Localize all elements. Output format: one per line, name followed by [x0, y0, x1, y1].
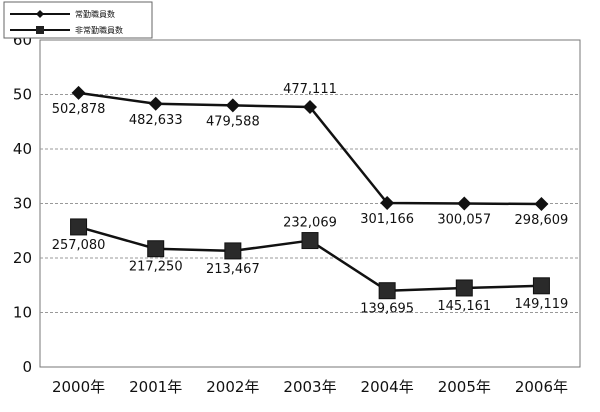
x-tick-label: 2001年 — [129, 378, 182, 396]
data-point — [70, 218, 88, 236]
data-point — [303, 100, 317, 115]
y-tick-label: 20 — [13, 249, 32, 267]
x-tick-label: 2003年 — [283, 378, 336, 396]
data-point — [380, 195, 395, 210]
x-axis-ticks: 2000年 2001年 2002年 2003年 2004年 2005年 2006年 — [52, 378, 568, 396]
data-point — [71, 85, 86, 100]
series-layer: 502,878 482,633 479,588 477,111 301,166 300,0… — [52, 82, 569, 317]
data-label: 139,695 — [360, 302, 414, 317]
data-label: 301,166 — [360, 212, 414, 227]
y-tick-label: 40 — [13, 140, 32, 158]
data-point — [147, 240, 165, 258]
legend-item-series-1: 常勤職員数 — [10, 9, 115, 19]
data-label: 300,057 — [437, 213, 491, 228]
legend-label-series-2: 非常勤職員数 — [75, 25, 123, 35]
data-label: 257,080 — [52, 238, 106, 253]
square-icon — [36, 26, 44, 34]
data-point — [534, 197, 549, 212]
data-point — [378, 282, 396, 300]
diamond-icon — [36, 10, 44, 18]
data-point — [455, 279, 473, 297]
x-tick-label: 2000年 — [52, 378, 105, 396]
x-tick-label: 2005年 — [438, 378, 491, 396]
y-tick-label: 0 — [22, 358, 32, 376]
data-label: 479,588 — [206, 114, 260, 129]
legend-label-series-1: 常勤職員数 — [75, 9, 115, 19]
legend-item-series-2: 非常勤職員数 — [10, 25, 123, 35]
x-tick-label: 2002年 — [206, 378, 259, 396]
x-tick-label: 2006年 — [515, 378, 568, 396]
series-2: 257,080 217,250 213,467 232,069 139,695 145,1… — [52, 216, 569, 317]
series-1: 502,878 482,633 479,588 477,111 301,166 300,0… — [52, 82, 569, 228]
data-label: 217,250 — [129, 260, 183, 275]
data-label: 213,467 — [206, 262, 260, 277]
data-label: 482,633 — [129, 113, 183, 128]
data-point — [225, 98, 240, 113]
gridlines — [40, 94, 580, 313]
data-point — [457, 196, 472, 211]
data-label: 145,161 — [437, 299, 491, 314]
data-label: 149,119 — [515, 297, 569, 312]
data-label: 232,069 — [283, 216, 337, 231]
data-point — [148, 96, 163, 111]
legend: 常勤職員数 非常勤職員数 — [3, 1, 153, 39]
y-tick-label: 10 — [13, 304, 32, 322]
y-tick-label: 30 — [13, 195, 32, 213]
data-point — [532, 277, 550, 295]
data-label: 502,878 — [52, 102, 106, 117]
legend-box — [3, 1, 153, 39]
data-label: 298,609 — [515, 213, 569, 228]
data-point — [301, 232, 319, 250]
data-point — [224, 242, 242, 260]
x-tick-label: 2004年 — [361, 378, 414, 396]
data-label: 477,111 — [283, 82, 337, 97]
y-tick-label: 50 — [13, 86, 32, 104]
